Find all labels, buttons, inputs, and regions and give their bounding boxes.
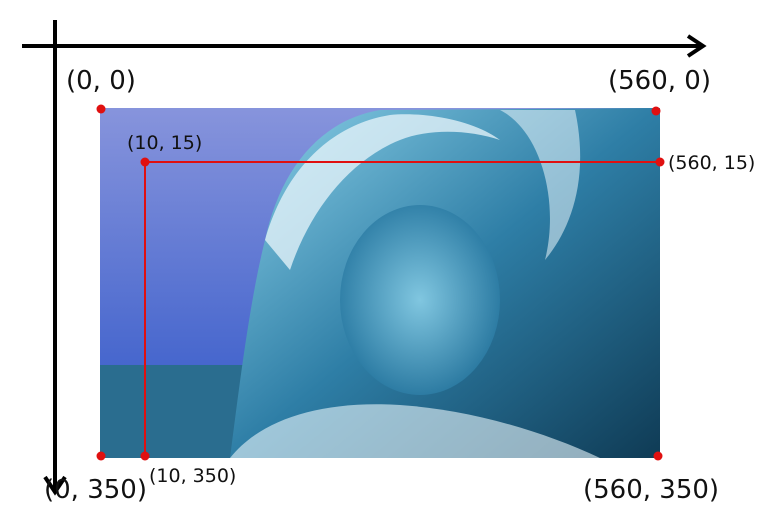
dot-icon (653, 451, 663, 461)
wave-base-foam (230, 404, 600, 458)
label-outer-bottom-left: (0, 350) (44, 475, 147, 505)
corner-markers (96, 104, 665, 461)
crop-rectangle (144, 161, 660, 456)
dot-icon (655, 157, 665, 167)
arrow-down-icon (43, 475, 67, 496)
dot-icon (96, 451, 106, 461)
dot-icon (96, 104, 106, 114)
label-inner-top-right: (560, 15) (668, 152, 755, 174)
wave-photo (100, 108, 660, 458)
wave-tube (340, 205, 500, 395)
arrow-right-icon (686, 34, 707, 58)
label-outer-top-right: (560, 0) (608, 66, 711, 96)
wave-lip-foam (265, 114, 500, 271)
label-outer-top-left: (0, 0) (66, 66, 136, 96)
coordinate-labels: (0, 0) (560, 0) (0, 350) (560, 350) (10,… (44, 66, 755, 505)
dot-icon (140, 451, 150, 461)
wave-spray-foam (500, 110, 581, 260)
dot-icon (140, 157, 150, 167)
label-inner-top-left: (10, 15) (127, 132, 202, 154)
label-inner-bottom-left: (10, 350) (149, 465, 236, 487)
label-outer-bottom-right: (560, 350) (583, 475, 719, 505)
dot-icon (651, 106, 661, 116)
axes (22, 20, 707, 496)
